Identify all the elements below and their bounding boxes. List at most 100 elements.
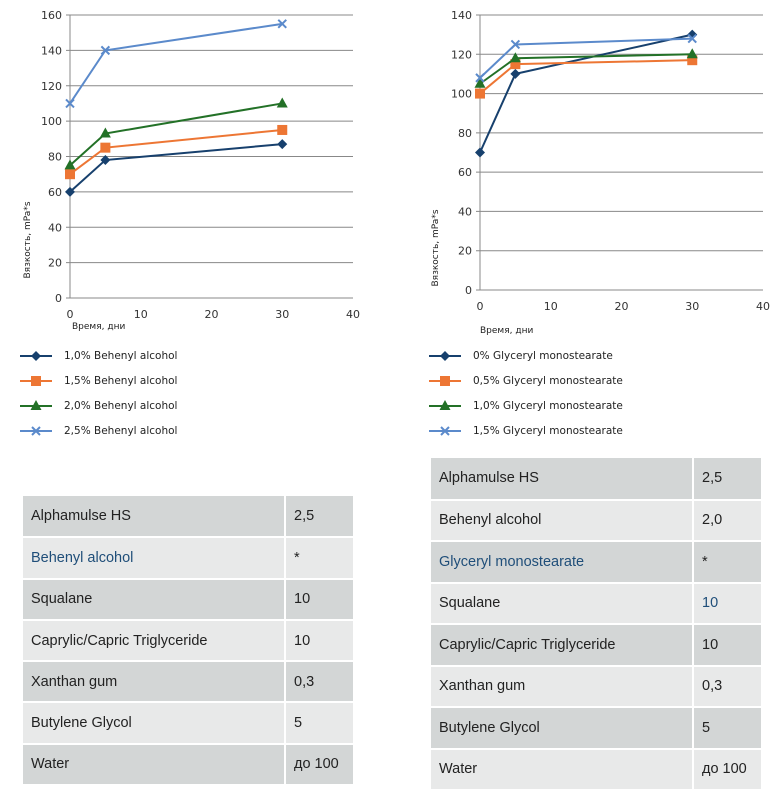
legend-item: 1,5% Glyceryl monostearate	[429, 424, 623, 438]
data-point	[64, 159, 76, 170]
y-tick-label: 160	[41, 9, 62, 22]
legend-marker	[31, 376, 41, 386]
table-row: Glyceryl monostearate *	[429, 541, 763, 584]
legend-item: 1,5% Behenyl alcohol	[20, 374, 177, 388]
x-tick-label: 40	[346, 308, 360, 321]
ingredient-name: Alphamulse HS	[21, 496, 286, 539]
table-row: Squalane 10	[429, 582, 763, 625]
y-tick-label: 20	[458, 245, 472, 258]
legend-diamond-icon	[429, 351, 461, 361]
ingredient-name: Caprylic/Capric Triglyceride	[21, 619, 286, 663]
ingredient-value: 0,3	[284, 661, 355, 704]
table-row: Butylene Glycol 5	[21, 702, 355, 745]
legend-triangle-icon	[429, 400, 461, 410]
x-axis-label: Время, дни	[72, 322, 125, 332]
y-axis-label: Вязкость, mPa*s	[23, 201, 33, 278]
table-row: Xanthan gum 0,3	[429, 665, 763, 708]
data-point	[510, 68, 521, 79]
x-tick-label: 30	[275, 308, 289, 321]
legend-item: 1,0% Glyceryl monostearate	[429, 399, 623, 413]
x-tick-label: 20	[205, 308, 219, 321]
y-tick-label: 100	[41, 115, 62, 128]
data-point	[277, 124, 288, 135]
data-point	[475, 73, 485, 83]
series-2	[65, 124, 288, 180]
ingredient-value: 10	[284, 619, 355, 663]
table-row: Behenyl alcohol 2,0	[429, 499, 763, 542]
legend-label: 1,5% Behenyl alcohol	[64, 375, 178, 387]
ingredient-value: 10	[692, 582, 763, 625]
data-point	[65, 169, 75, 180]
chart-glyceryl-monostearate: 0 20 40 60 80 100 120 140 0 10 20 30 40 Время, дни Вяз…	[431, 9, 770, 336]
legend-marker	[30, 400, 42, 410]
table-row: Alphamulse HS 2,5	[429, 458, 763, 501]
legend-label: 1,5% Glyceryl monostearate	[473, 425, 623, 437]
data-point	[100, 45, 111, 56]
series-1	[65, 139, 288, 197]
ingredient-value: 2,0	[692, 499, 763, 542]
data-point	[686, 48, 698, 59]
x-axis-label: Время, дни	[480, 326, 533, 336]
y-tick-label: 100	[451, 88, 472, 101]
ingredient-value: 0,3	[692, 665, 763, 708]
x-tick-label: 40	[756, 300, 770, 313]
legend-marker	[439, 400, 451, 410]
ingredient-value: до 100	[692, 748, 763, 791]
ingredient-value: *	[284, 537, 355, 580]
chart-behenyl-alcohol: 0 20 40 60 80 100 120 140 160 0 10 20 30 40 Время, дни…	[23, 9, 360, 332]
legend-triangle-icon	[20, 400, 52, 410]
legend-label: 0,5% Glyceryl monostearate	[473, 375, 623, 387]
legend-marker	[440, 376, 450, 386]
ingredient-name: Behenyl alcohol	[21, 537, 286, 580]
table-row: Behenyl alcohol *	[21, 537, 355, 580]
ingredient-name: Butylene Glycol	[429, 707, 694, 750]
table-row: Alphamulse HS 2,5	[21, 496, 355, 539]
ingredient-name: Glyceryl monostearate	[429, 541, 694, 584]
data-point	[276, 97, 288, 108]
y-tick-label: 0	[55, 292, 62, 305]
series-4	[475, 33, 697, 83]
data-point	[277, 139, 288, 150]
data-point	[100, 142, 111, 153]
legend-marker	[440, 351, 450, 361]
y-tick-label: 0	[465, 284, 472, 297]
ingredient-value: 2,5	[692, 458, 763, 501]
y-tick-label: 120	[41, 80, 62, 93]
y-tick-label: 20	[48, 257, 62, 270]
legend-square-icon	[20, 376, 52, 386]
x-tick-label: 20	[615, 300, 629, 313]
ingredient-value: 5	[692, 707, 763, 750]
ingredient-value: 2,5	[284, 496, 355, 539]
table-row: Water до 100	[429, 748, 763, 791]
ingredient-name: Squalane	[21, 578, 286, 621]
ingredient-name: Caprylic/Capric Triglyceride	[429, 624, 694, 667]
legend-marker	[31, 351, 41, 361]
ingredient-name: Water	[21, 743, 286, 787]
ingredient-value: до 100	[284, 743, 355, 787]
y-axis-label: Вязкость, mPa*s	[431, 209, 441, 286]
y-tick-label: 40	[458, 205, 472, 218]
series-2	[475, 55, 698, 99]
ingredient-value: 10	[284, 578, 355, 621]
legend-square-icon	[429, 376, 461, 386]
data-point	[687, 55, 698, 66]
data-point	[100, 155, 111, 166]
x-tick-label: 0	[67, 308, 74, 321]
data-point	[687, 33, 697, 44]
legend-label: 1,0% Behenyl alcohol	[64, 350, 178, 362]
y-tick-label: 40	[48, 221, 62, 234]
table-row: Butylene Glycol 5	[429, 707, 763, 750]
y-tick-label: 80	[458, 127, 472, 140]
series-3	[64, 97, 288, 170]
series-4	[65, 19, 287, 109]
legend-glyceryl-monostearate: 0% Glyceryl monostearate 0,5% Glyceryl mo…	[429, 349, 778, 449]
legend-label: 2,5% Behenyl alcohol	[64, 425, 178, 437]
y-tick-label: 80	[48, 151, 62, 164]
y-tick-label: 120	[451, 48, 472, 61]
legend-item: 0,5% Glyceryl monostearate	[429, 374, 623, 388]
formulation-table-behenyl: Alphamulse HS 2,5 Behenyl alcohol * Squalane…	[21, 496, 355, 787]
legend-x-icon	[429, 426, 461, 436]
legend-x-icon	[20, 426, 52, 436]
legend-item: 2,5% Behenyl alcohol	[20, 424, 177, 438]
ingredient-name: Xanthan gum	[429, 665, 694, 708]
